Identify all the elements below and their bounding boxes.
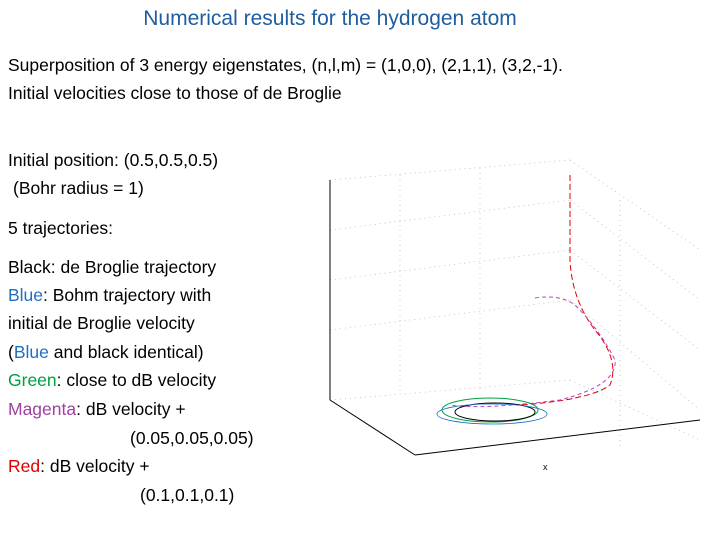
legend-name: Blue bbox=[8, 285, 44, 305]
magenta-trajectory bbox=[449, 296, 616, 408]
legend-text: (0.05,0.05,0.05) bbox=[130, 428, 254, 448]
title: Numerical results for the hydrogen atom bbox=[143, 7, 517, 30]
legend-line: (Blue and black identical) bbox=[8, 342, 204, 362]
legend-name: Black bbox=[8, 257, 51, 277]
legend-text: initial de Broglie velocity bbox=[8, 313, 195, 333]
red-trajectory bbox=[519, 175, 614, 406]
legend-text: : Bohm trajectory with bbox=[43, 285, 212, 305]
legend-text: (0.1,0.1,0.1) bbox=[140, 485, 235, 505]
legend-text: ( bbox=[8, 342, 14, 362]
count: 5 trajectories: bbox=[8, 218, 114, 238]
legend-text: : de Broglie trajectory bbox=[50, 257, 217, 277]
plot-grid bbox=[329, 159, 701, 450]
intro-line: Initial velocities close to those of de … bbox=[8, 83, 342, 103]
legend-line: Black: de Broglie trajectory bbox=[8, 257, 216, 277]
legend-text: : dB velocity + bbox=[76, 399, 186, 419]
position-line: Initial position: (0.5,0.5,0.5) bbox=[8, 150, 219, 170]
axis-label: x bbox=[543, 462, 548, 472]
position-line: (Bohr radius = 1) bbox=[13, 178, 144, 198]
plot-axes bbox=[329, 180, 701, 456]
legend-name: Blue bbox=[13, 342, 49, 362]
legend-line: Magenta: dB velocity + bbox=[8, 399, 186, 419]
legend-name: Green bbox=[8, 370, 57, 390]
legend-text: : close to dB velocity bbox=[56, 370, 217, 390]
legend-name: Magenta bbox=[8, 399, 77, 419]
black-trajectory bbox=[454, 402, 536, 422]
legend-line: Green: close to dB velocity bbox=[8, 370, 216, 390]
legend-line: Blue: Bohm trajectory with bbox=[8, 285, 211, 305]
legend-name: Red bbox=[8, 456, 41, 476]
legend-line: Red: dB velocity + bbox=[8, 456, 150, 476]
blue-trajectory bbox=[436, 403, 548, 425]
green-trajectory bbox=[441, 397, 539, 423]
legend-text: : dB velocity + bbox=[40, 456, 150, 476]
legend-text: and black identical) bbox=[48, 342, 204, 362]
intro-line: Superposition of 3 energy eigenstates, (… bbox=[8, 55, 563, 75]
